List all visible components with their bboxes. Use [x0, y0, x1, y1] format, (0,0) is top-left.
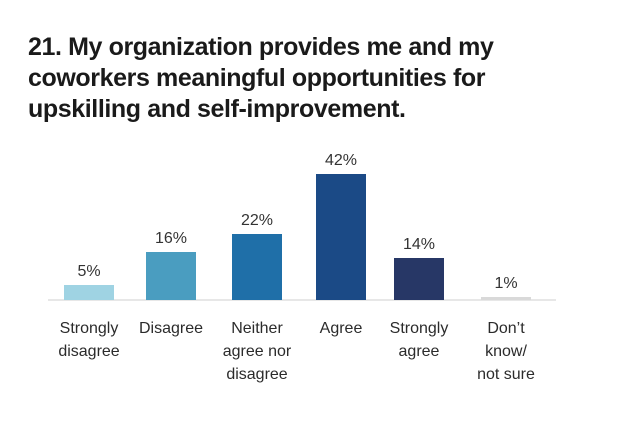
bar-value-label: 16% [155, 230, 187, 247]
bar [481, 297, 531, 300]
value-labels-group: 5% 16% 22% 42% 14% 1% [77, 152, 517, 292]
bar [64, 285, 114, 300]
bar [146, 252, 196, 300]
category-label: Agree [320, 320, 363, 337]
bar [316, 174, 366, 300]
category-label: agree nor [223, 343, 292, 360]
category-label: agree [399, 343, 440, 360]
bar-value-label: 1% [494, 275, 517, 292]
category-label: Disagree [139, 320, 203, 337]
bars-group [64, 174, 531, 300]
bar-value-label: 5% [77, 263, 100, 280]
category-label: Don’t [487, 320, 525, 337]
bar-value-label: 42% [325, 152, 357, 169]
category-label: Strongly [390, 320, 449, 337]
category-labels-group: Strongly disagree Disagree Neither agree nor… [58, 320, 535, 383]
category-label: Strongly [60, 320, 119, 337]
category-label: know/ [485, 343, 527, 360]
bar [232, 234, 282, 300]
category-label: disagree [58, 343, 119, 360]
bar-value-label: 22% [241, 212, 273, 229]
bar [394, 258, 444, 300]
chart-title: 21. My organization provides me and my c… [28, 33, 494, 123]
category-label: not sure [477, 366, 535, 383]
category-label: Neither [231, 320, 283, 337]
category-label: disagree [226, 366, 287, 383]
bar-value-label: 14% [403, 236, 435, 253]
